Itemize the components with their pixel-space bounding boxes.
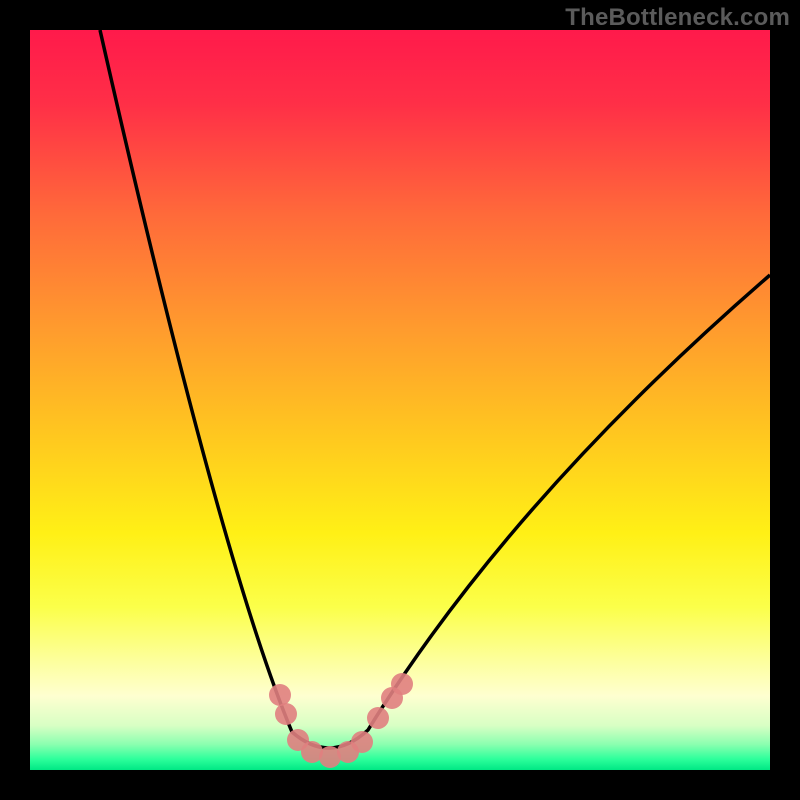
chart-frame: TheBottleneck.com bbox=[0, 0, 800, 800]
plot-area bbox=[30, 30, 770, 770]
data-marker bbox=[351, 731, 373, 753]
v-curve-path bbox=[100, 30, 770, 748]
data-marker bbox=[367, 707, 389, 729]
bottleneck-curve bbox=[30, 30, 770, 770]
data-marker bbox=[269, 684, 291, 706]
data-marker bbox=[391, 673, 413, 695]
data-marker bbox=[275, 703, 297, 725]
marker-group bbox=[269, 673, 413, 768]
watermark-text: TheBottleneck.com bbox=[565, 4, 790, 32]
